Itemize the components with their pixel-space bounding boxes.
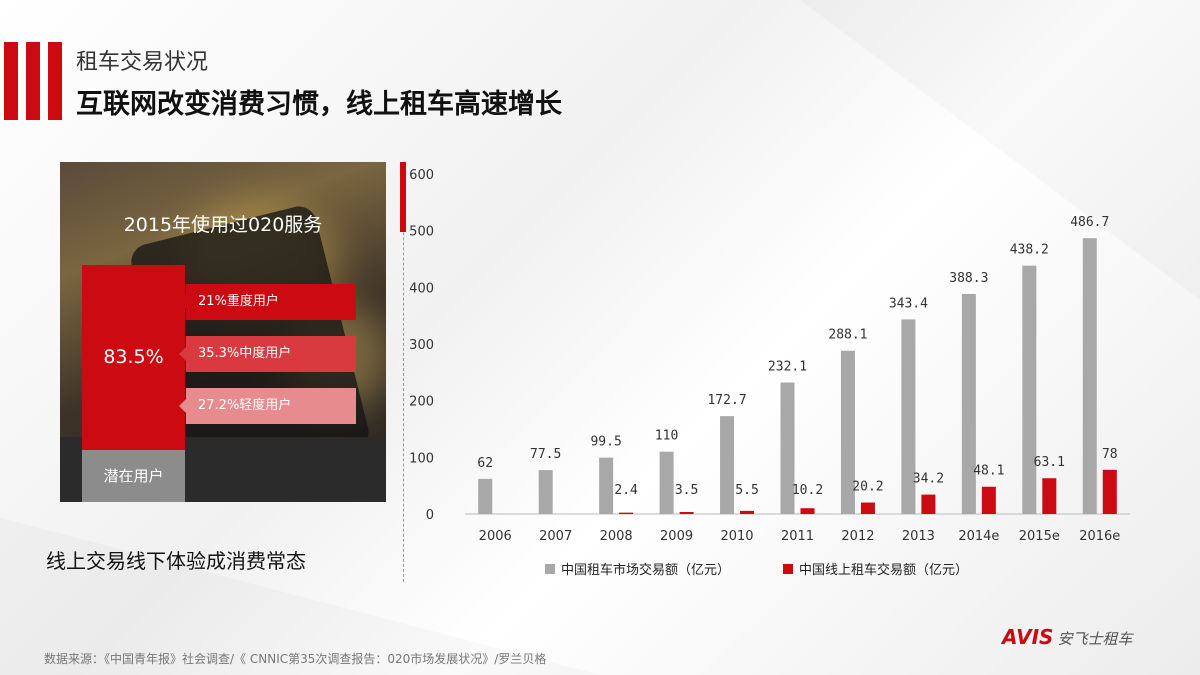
divider-accent — [400, 162, 406, 232]
market-bar — [1082, 238, 1097, 514]
market-bar-label: 486.7 — [1070, 215, 1109, 230]
legend-swatch-market — [545, 564, 555, 574]
online-bar — [860, 502, 875, 514]
market-bar — [780, 382, 795, 514]
market-bar — [1022, 265, 1037, 514]
x-tick-label: 2009 — [660, 529, 693, 544]
slide-title: 互联网改变消费习惯，线上租车高速增长 — [76, 89, 562, 120]
avis-logo: AVIS 安飞士租车 — [1002, 625, 1132, 649]
y-tick-label: 0 — [426, 508, 434, 523]
segment-medium-users: 35.3%中度用户 — [179, 336, 356, 372]
y-tick-label: 600 — [410, 168, 434, 183]
x-tick-label: 2016e — [1079, 529, 1120, 544]
x-tick-label: 2012 — [841, 529, 874, 544]
online-bar — [740, 510, 755, 514]
online-bar-label: 63.1 — [1034, 455, 1065, 470]
market-bar-label: 388.3 — [949, 271, 988, 286]
market-bar-label: 343.4 — [889, 296, 928, 311]
accent-bars — [0, 42, 64, 120]
online-bar-label: 20.2 — [852, 480, 883, 495]
market-bar — [901, 319, 916, 514]
market-bar — [599, 457, 614, 514]
segment-heavy-users: 21%重度用户 — [179, 284, 356, 320]
x-tick-label: 2006 — [479, 529, 512, 544]
market-bar — [538, 470, 553, 514]
slogan: 线上交易线下体验成消费常态 — [46, 549, 306, 573]
online-bar — [679, 512, 694, 514]
x-tick-label: 2008 — [600, 529, 633, 544]
online-bar — [1042, 478, 1057, 514]
online-bar — [619, 512, 634, 514]
o2o-total-block — [82, 265, 185, 450]
market-bar-label: 288.1 — [828, 328, 867, 343]
online-bar-label: 3.5 — [675, 483, 698, 498]
market-bar — [961, 293, 976, 514]
x-tick-label: 2011 — [781, 529, 814, 544]
market-bar — [720, 416, 735, 514]
x-tick-label: 2015e — [1019, 529, 1060, 544]
market-bar-label: 110 — [655, 429, 678, 444]
potential-users-block: 潜在用户 — [82, 450, 185, 502]
y-tick-label: 400 — [410, 281, 434, 296]
online-bar-label: 48.1 — [973, 464, 1004, 479]
data-source: 数据来源：《中国青年报》社会调查/《 CNNIC第35次调查报告：020市场发展… — [44, 652, 547, 666]
online-bar-label: 34.2 — [913, 472, 944, 487]
y-tick-label: 200 — [410, 395, 434, 410]
online-bar — [800, 508, 815, 514]
o2o-total-pct: 83.5% — [103, 346, 164, 368]
y-tick-label: 300 — [410, 338, 434, 353]
market-bar — [840, 350, 855, 514]
x-tick-label: 2010 — [720, 529, 753, 544]
y-tick-label: 500 — [410, 225, 434, 240]
x-tick-label: 2013 — [902, 529, 935, 544]
x-tick-label: 2007 — [539, 529, 572, 544]
x-tick-label: 2014e — [958, 529, 999, 544]
rental-market-bar-chart: 0 100 200 300 400 500 600 2006 62 2007 77.5 2008 99.… — [410, 168, 1130, 578]
market-bar-label: 438.2 — [1010, 243, 1049, 258]
market-bar-label: 232.1 — [768, 359, 807, 374]
online-bar — [921, 494, 936, 514]
online-bar-label: 2.4 — [614, 483, 638, 498]
market-bar-label: 172.7 — [707, 393, 746, 408]
market-bar — [659, 451, 674, 514]
o2o-heading: 2015年使用过020服务 — [123, 214, 323, 236]
market-bar-label: 77.5 — [530, 447, 561, 462]
dashed-divider — [403, 162, 404, 582]
legend-label-online: 中国线上租车交易额（亿元） — [799, 562, 968, 578]
logo-brand: AVIS — [1002, 625, 1054, 649]
market-bar-label: 99.5 — [590, 435, 621, 450]
online-bar — [981, 486, 996, 514]
logo-cn: 安飞士租车 — [1057, 630, 1133, 648]
online-bar-label: 78 — [1102, 447, 1118, 462]
market-bar — [478, 478, 493, 514]
slide-subtitle: 租车交易状况 — [76, 50, 209, 75]
online-bar-label: 10.2 — [792, 483, 823, 498]
segment-light-users: 27.2%轻度用户 — [179, 388, 356, 424]
market-bar-label: 62 — [477, 456, 493, 471]
online-bar-label: 5.5 — [735, 483, 758, 498]
legend-swatch-online — [783, 564, 793, 574]
y-tick-label: 100 — [410, 451, 434, 466]
online-bar — [1102, 469, 1117, 514]
legend-label-market: 中国租车市场交易额（亿元） — [561, 562, 730, 578]
